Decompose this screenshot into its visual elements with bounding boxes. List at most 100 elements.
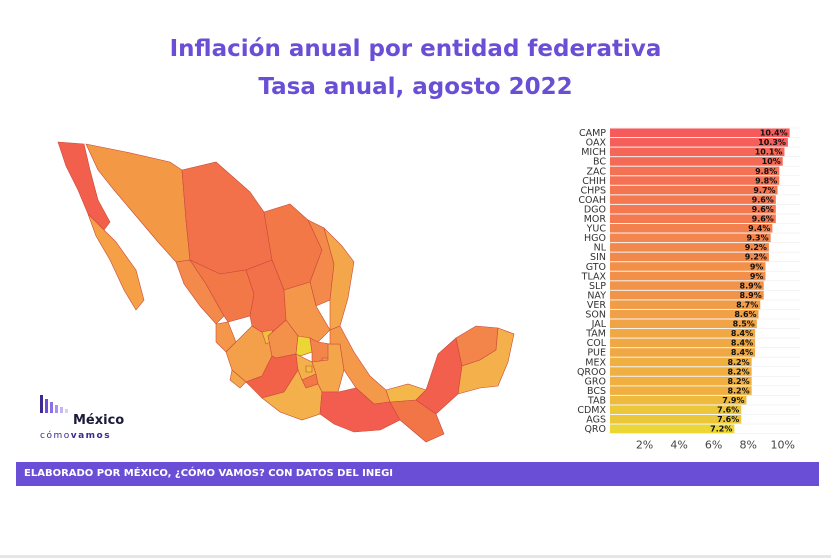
bar-bcs [610,386,752,395]
category-label: JAL [591,319,607,330]
category-label: AGS [586,415,606,426]
value-label: 9.2% [745,243,767,252]
bar-coah [610,195,776,204]
chart-title: Inflación anual por entidad federativa [169,36,662,62]
category-label: COAH [578,195,606,206]
logo-bars-icon: México cómovamos [40,395,124,441]
bar-cdmx [610,405,742,414]
bar-mor [610,214,776,223]
category-label: TAM [585,329,606,340]
value-label: 8.7% [736,300,758,309]
value-label: 9.6% [752,215,774,224]
state-cdmx [305,365,313,373]
value-label: 9.8% [755,176,777,185]
divider [0,555,831,558]
x-tick-label: 6% [705,439,722,452]
bar-tab [610,395,747,405]
bar-chart: CAMP 10.4% OAX 10.3% MICH 10.1% BC 10% ZAC 9.8% CH… [577,127,800,452]
chart-subtitle: Tasa anual, agosto 2022 [258,74,573,100]
x-tick-label: 2% [636,439,653,452]
state-qroo [457,327,515,395]
state-chih [181,161,273,275]
state-bcs [87,213,145,311]
category-label: TLAX [581,271,607,282]
bar-bc [610,157,783,166]
bar-camp [610,128,790,138]
value-label: 9.2% [745,253,767,262]
value-label: 7.6% [717,415,739,424]
state-gro [261,369,323,421]
category-label: ZAC [587,166,607,177]
category-label: MEX [585,357,606,368]
value-label: 7.2% [710,425,732,434]
bar-oax [610,138,788,147]
logo-text-mexico: México [73,413,124,428]
bar-mex [610,357,752,367]
category-label: TAB [587,395,606,406]
value-label: 8.2% [727,386,749,395]
value-label: 10.1% [755,148,783,157]
value-label: 7.6% [717,406,739,415]
category-label: YUC [586,224,607,235]
category-label: SON [585,310,606,321]
x-tick-label: 10% [771,439,795,452]
bar-col [610,338,756,348]
category-label: SLP [589,281,606,292]
value-label: 9.3% [746,234,768,243]
value-label: 10.3% [758,138,786,147]
bar-hgo [610,233,771,243]
category-label: QROO [577,367,606,378]
value-label: 9.6% [752,205,774,214]
category-label: NL [594,243,607,254]
category-label: MOR [584,214,607,225]
bar-qro [610,424,735,434]
category-label: NAY [587,290,606,301]
bar-tam [610,329,756,338]
mexico-como-vamos-logo: México cómovamos [40,395,150,441]
bar-ags [610,415,742,424]
bar-zac [610,166,780,176]
value-label: 9.4% [748,224,770,233]
bar-tlax [610,271,766,281]
bar-nl [610,243,769,252]
bar-son [610,309,759,319]
category-label: HGO [584,233,606,244]
category-label: QRO [584,424,606,435]
state-col [229,369,247,389]
value-label: 8.9% [740,281,762,290]
value-label: 8.5% [733,320,755,329]
value-label: 9% [750,272,764,281]
bar-gro [610,376,752,386]
value-label: 9.6% [752,195,774,204]
value-label: 9% [750,262,764,271]
source-footer: ELABORADO POR MÉXICO, ¿CÓMO VAMOS? CON D… [16,462,819,486]
value-label: 8.4% [731,339,753,348]
bar-chih [610,176,780,185]
category-label: GTO [586,262,606,273]
x-tick-label: 4% [670,439,687,452]
category-label: VER [587,300,607,311]
value-label: 10% [762,157,781,166]
logo-text-como-vamos: cómovamos [40,430,111,440]
value-label: 8.2% [727,358,749,367]
state-camp [415,337,463,415]
bar-nay [610,290,764,300]
chart-gridlines [610,127,800,434]
chart-bars: CAMP 10.4% OAX 10.3% MICH 10.1% BC 10% ZAC 9.8% CH… [577,128,790,435]
value-label: 8.4% [731,348,753,357]
category-label: CHIH [582,176,606,187]
bar-mich [610,147,785,157]
category-label: COL [587,338,607,349]
bar-gto [610,262,766,271]
value-label: 8.2% [727,367,749,376]
category-label: CHPS [580,185,606,196]
category-label: DGO [584,204,606,215]
category-label: BC [593,157,606,168]
category-label: SIN [590,252,606,263]
category-label: GRO [585,376,606,387]
value-label: 9.8% [755,167,777,176]
category-label: CDMX [577,405,606,416]
category-label: CAMP [579,128,606,139]
bar-sin [610,252,769,262]
category-label: PUE [587,348,606,359]
